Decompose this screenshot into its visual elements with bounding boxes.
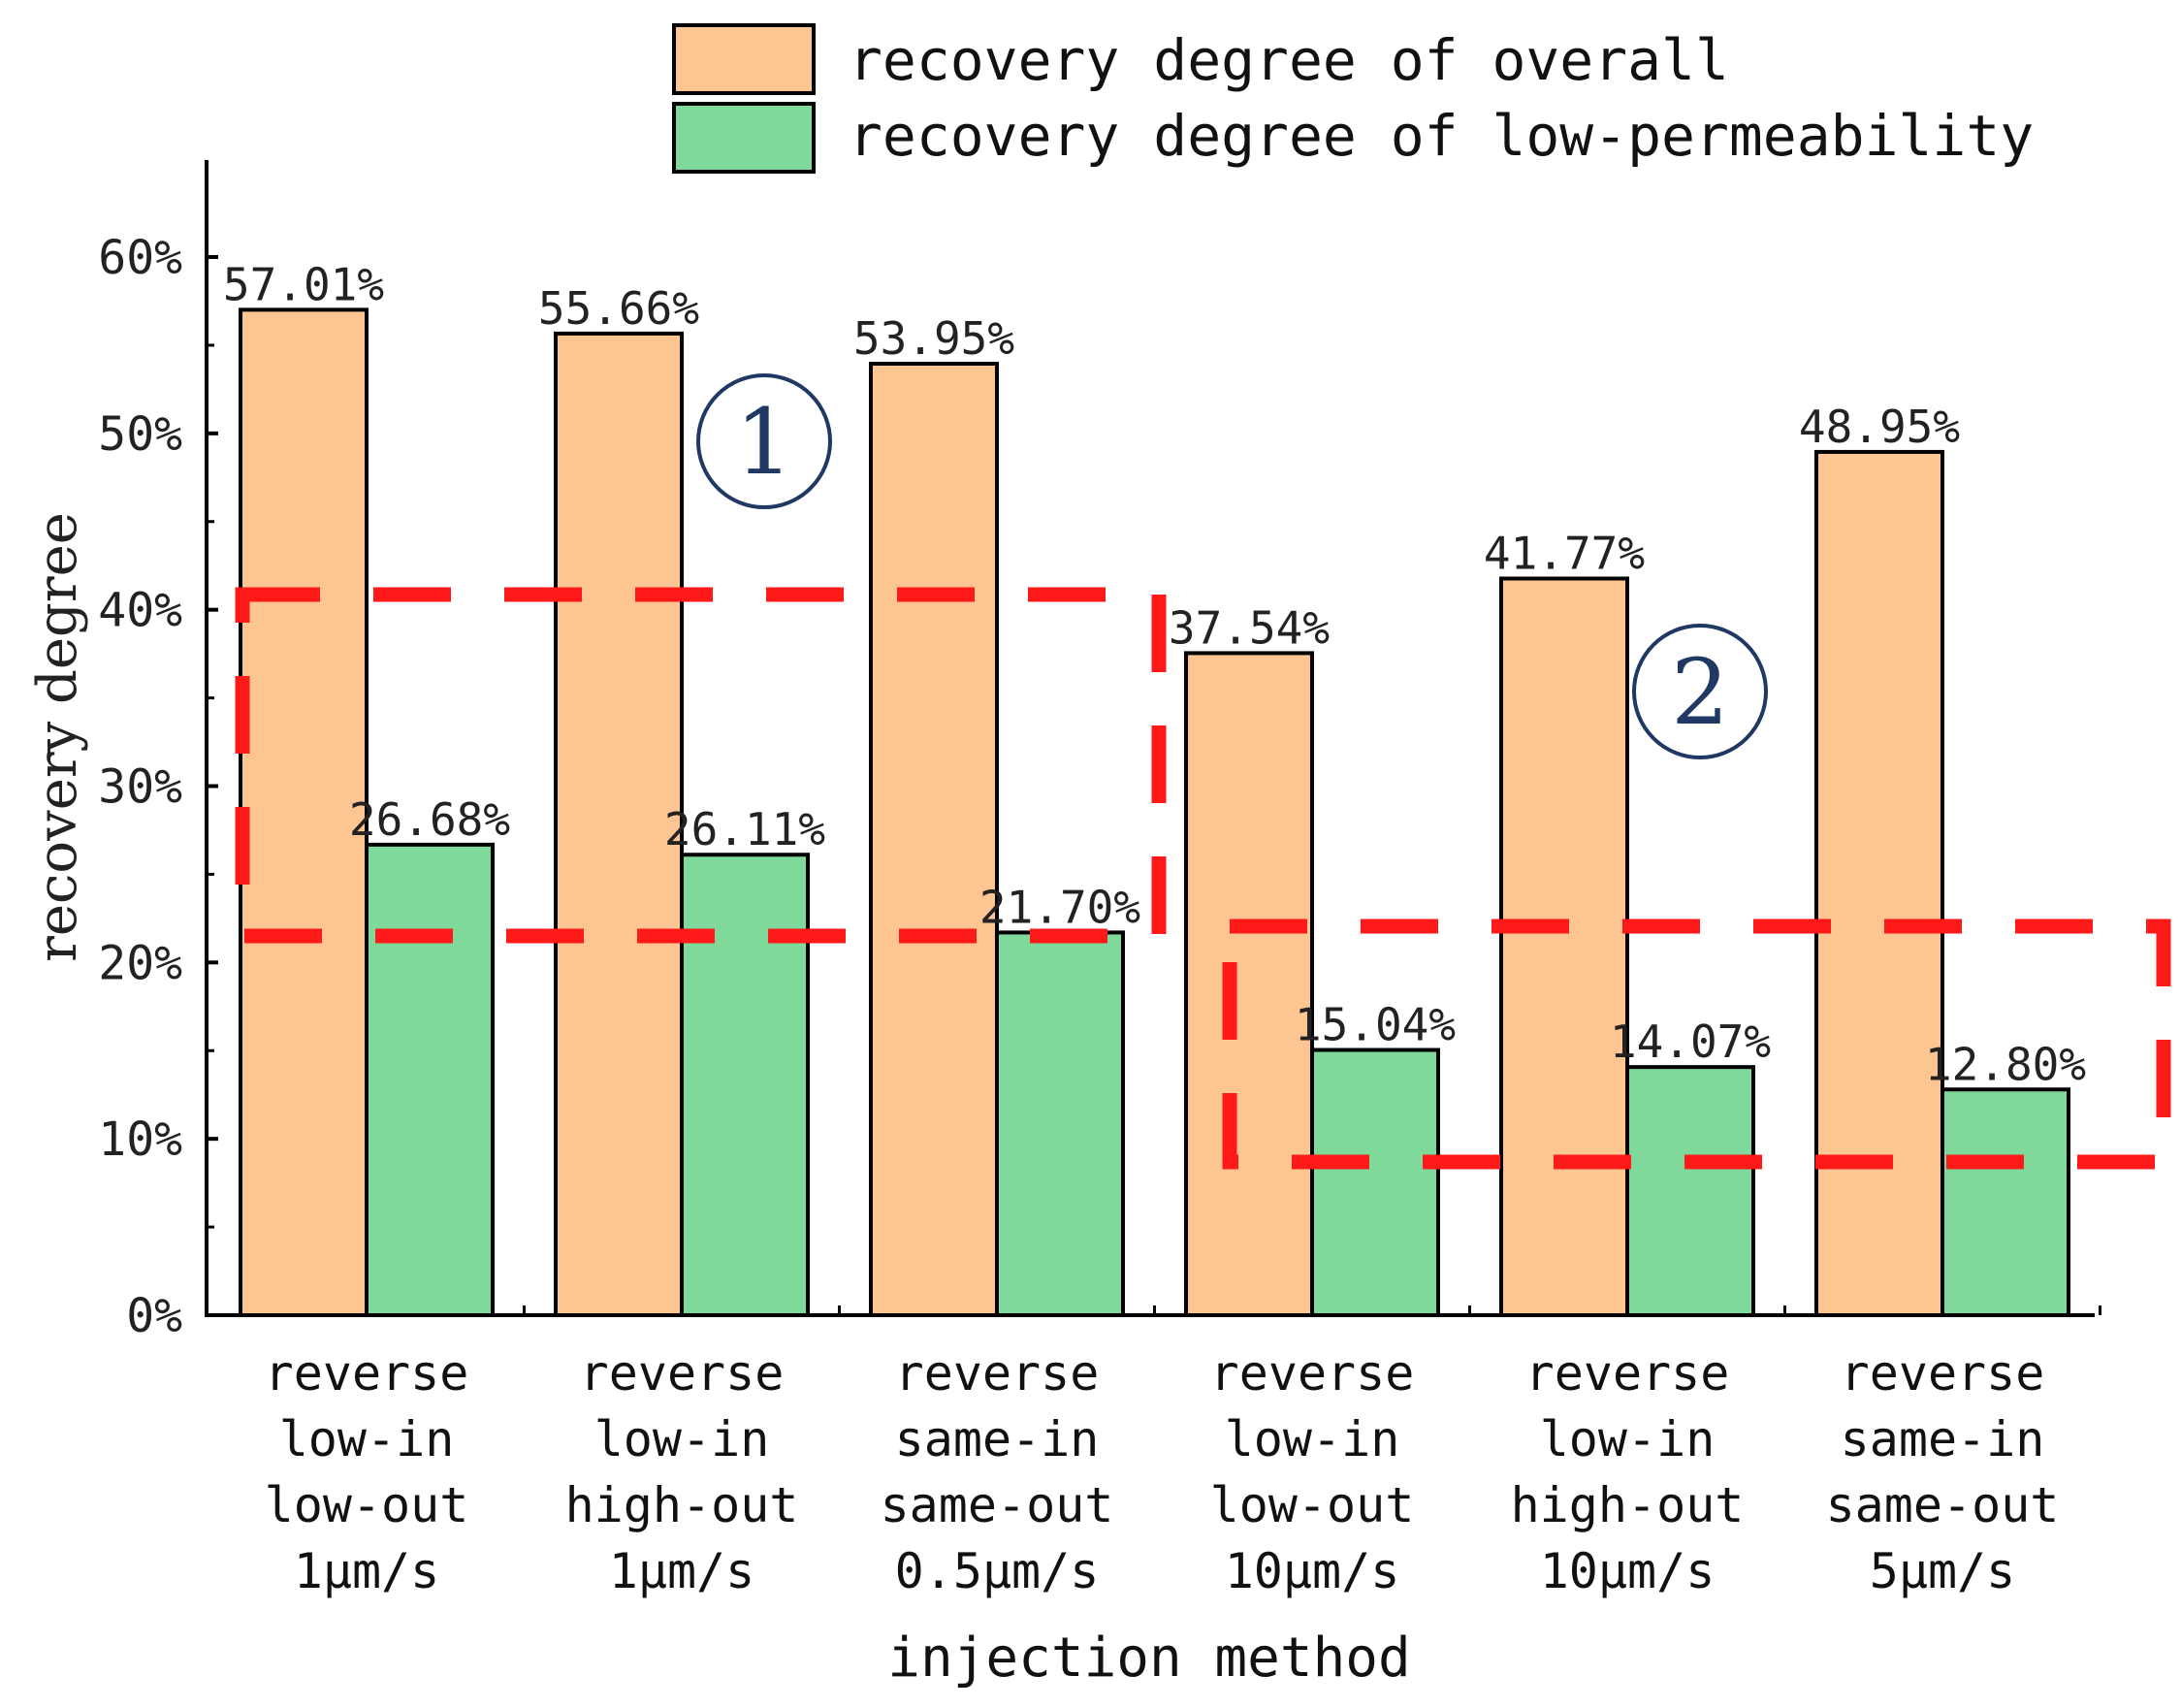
legend-label-overall: recovery degree of overall — [849, 27, 1729, 93]
bar-value-label: 55.66% — [538, 282, 699, 335]
category-label-line: 5μm/s — [1870, 1543, 2016, 1599]
bar-labels: 57.01% 55.66% 53.95% 37.54% 41.77% 48.95% 26.6… — [223, 258, 2086, 1090]
category-label-line: 1μm/s — [294, 1543, 440, 1599]
bar-value-label: 26.68% — [349, 793, 510, 846]
category-label-line: low-in — [594, 1411, 770, 1467]
bar-overall — [1499, 576, 1629, 1317]
bar-value-label: 26.11% — [664, 803, 825, 855]
annotation-2-circle — [1632, 624, 1768, 759]
category-label-line: 0.5μm/s — [895, 1543, 1100, 1599]
bar-overall — [1814, 449, 1944, 1317]
category-label-line: same-out — [1826, 1477, 2060, 1533]
category-label-line: low-in — [1540, 1411, 1716, 1467]
category-label-line: reverse — [1841, 1345, 2045, 1402]
category-label-line: same-out — [881, 1477, 1114, 1533]
category-labels: reverse low-in low-out 1μm/s reverse low-in hi… — [265, 1345, 2060, 1599]
bar-overall — [1184, 651, 1314, 1317]
bars — [239, 307, 2070, 1318]
y-ticks: 0% 10% 20% 30% 40% 50% 60% — [98, 231, 218, 1343]
category-label-line: 10μm/s — [1540, 1543, 1716, 1599]
category-label-line: 10μm/s — [1225, 1543, 1400, 1599]
category-label-line: reverse — [895, 1345, 1100, 1402]
bar-low-permeability — [1625, 1065, 1755, 1318]
bar-value-label: 37.54% — [1169, 601, 1330, 654]
legend-label-low-permeability: recovery degree of low-permeability — [849, 103, 2034, 169]
bar-value-label: 12.80% — [1925, 1038, 2086, 1090]
bar-value-label: 41.77% — [1484, 527, 1645, 579]
annotation-2: 2 — [1632, 624, 1768, 759]
category-label-line: 1μm/s — [609, 1543, 755, 1599]
legend-swatch-overall — [672, 23, 816, 95]
bar-low-permeability — [1310, 1047, 1440, 1318]
bar-overall — [554, 331, 684, 1318]
y-tick-label: 50% — [98, 407, 182, 462]
bar-low-permeability — [365, 842, 495, 1317]
y-axis-label: recovery degree — [26, 512, 89, 962]
annotation-1-text: 1 — [735, 390, 793, 496]
bar-low-permeability — [995, 930, 1125, 1318]
x-axis-label: injection method — [887, 1627, 1410, 1690]
y-tick-label: 20% — [98, 936, 182, 990]
annotation-1: 1 — [696, 373, 832, 509]
category-label-line: low-out — [1210, 1477, 1415, 1533]
y-tick-label: 60% — [98, 231, 182, 285]
y-tick-label: 40% — [98, 584, 182, 638]
legend: recovery degree of overall recovery degr… — [672, 23, 2034, 174]
category-label-line: low-in — [279, 1411, 455, 1467]
bar-value-label: 53.95% — [853, 312, 1014, 365]
category-label-line: high-out — [565, 1477, 799, 1533]
y-tick-label: 0% — [126, 1289, 182, 1343]
x-ticks — [523, 1305, 2101, 1315]
annotation-1-circle — [696, 373, 832, 509]
bar-value-label: 57.01% — [223, 258, 384, 310]
y-tick-label: 30% — [98, 760, 182, 815]
bar-value-label: 15.04% — [1295, 999, 1456, 1051]
annotation-2-text: 2 — [1671, 640, 1729, 746]
bar-low-permeability — [680, 853, 810, 1317]
bar-overall — [239, 307, 369, 1317]
bar-value-label: 14.07% — [1610, 1015, 1771, 1068]
category-label-line: reverse — [265, 1345, 469, 1402]
bar-value-label: 21.70% — [979, 881, 1140, 933]
category-label-line: same-in — [1841, 1411, 2045, 1467]
category-label-line: low-in — [1225, 1411, 1400, 1467]
legend-swatch-low-permeability — [672, 102, 816, 174]
highlight-box-2 — [1222, 918, 2171, 1170]
bar-overall — [869, 362, 999, 1317]
category-label-line: low-out — [265, 1477, 469, 1533]
category-label-line: same-in — [895, 1411, 1100, 1467]
category-label-line: reverse — [580, 1345, 785, 1402]
category-label-line: high-out — [1511, 1477, 1745, 1533]
category-label-line: reverse — [1210, 1345, 1415, 1402]
bar-value-label: 48.95% — [1799, 401, 1960, 453]
y-tick-label: 10% — [98, 1112, 182, 1167]
bar-low-permeability — [1940, 1087, 2070, 1317]
highlight-box-1 — [235, 587, 1167, 944]
category-label-line: reverse — [1525, 1345, 1730, 1402]
